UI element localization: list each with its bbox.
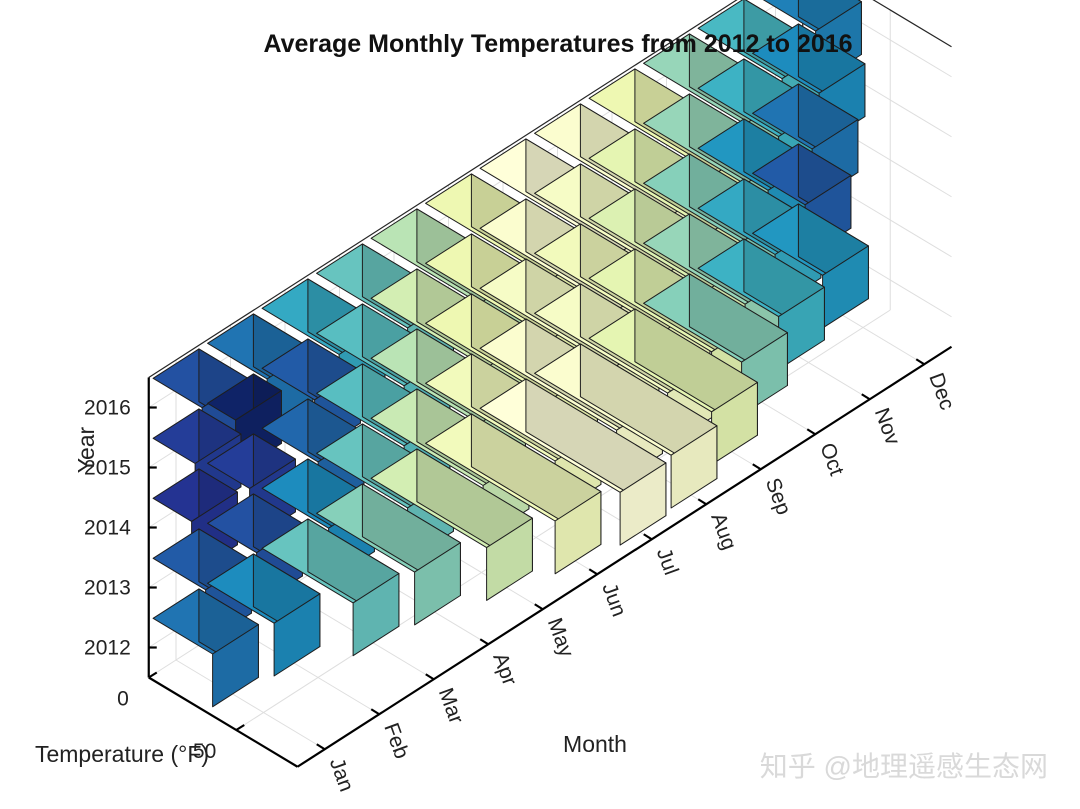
month-tick <box>370 708 380 716</box>
temperature-tick-label: 50 <box>193 740 216 763</box>
bar-front-face <box>619 462 667 546</box>
month-tick-label: Jul <box>652 545 683 578</box>
month-tick-label: Mar <box>434 685 468 727</box>
z-axis-label: Temperature (°F) <box>35 741 209 767</box>
bar-2012-Dec <box>752 203 869 329</box>
month-axis-line <box>296 345 953 768</box>
bar-2012-May <box>370 448 533 601</box>
year-tick-label: 2014 <box>84 517 131 540</box>
month-tick <box>643 533 653 541</box>
chart-title: Average Monthly Temperatures from 2012 t… <box>263 30 852 58</box>
bar-2012-Jan <box>152 588 259 708</box>
year-tick-label: 2012 <box>84 637 131 660</box>
month-tick-label: Jan <box>325 755 358 795</box>
bar-2012-Feb <box>207 553 321 677</box>
y-axis-label: Year <box>73 426 99 473</box>
temperature-tick-label: 0 <box>117 688 129 711</box>
month-tick <box>915 358 925 366</box>
month-tick <box>861 393 871 401</box>
temperature-tick <box>235 724 245 731</box>
watermark-text: 知乎 @地理遥感生态网 <box>760 751 1048 782</box>
bar-2012-Jul <box>479 378 667 546</box>
month-tick <box>752 463 762 471</box>
month-tick <box>697 498 707 506</box>
bar-group <box>152 0 869 708</box>
bar-2012-Nov <box>697 238 825 370</box>
month-tick-label: Jun <box>597 580 630 620</box>
month-tick-label: Nov <box>870 405 905 448</box>
frame-edge <box>148 0 738 379</box>
month-tick-label: Apr <box>488 650 521 689</box>
month-tick-label: Sep <box>761 475 795 518</box>
temperature-axis-line <box>148 676 299 768</box>
bar-front-face <box>212 624 259 708</box>
frame-edge <box>872 0 952 48</box>
bar-2012-Aug <box>534 343 718 509</box>
x-axis-label: Month <box>563 731 627 757</box>
month-tick <box>588 568 598 576</box>
bar-front-face <box>414 542 461 626</box>
month-tick <box>806 428 816 436</box>
month-tick-label: May <box>543 615 578 661</box>
month-tick-label: Oct <box>815 440 848 479</box>
month-tick <box>534 603 544 611</box>
bar-front-face <box>486 517 533 601</box>
year-tick-label: 2013 <box>84 577 131 600</box>
bar-2012-Mar <box>261 518 400 657</box>
bar-front-face <box>554 491 602 575</box>
bar-front-face <box>352 573 400 657</box>
year-tick-label: 2015 <box>84 457 131 480</box>
month-tick-label: Aug <box>706 510 740 553</box>
bar-front-face <box>273 593 321 677</box>
month-tick <box>425 673 435 681</box>
floor-gridline <box>175 659 326 750</box>
year-tick-label: 2016 <box>84 397 131 420</box>
temperature-tick <box>148 671 158 679</box>
bar-front-face <box>670 425 718 509</box>
bar-2012-Sep <box>588 308 758 466</box>
month-tick <box>316 743 326 751</box>
month-tick-label: Feb <box>379 720 413 762</box>
bar-2012-Apr <box>316 483 461 626</box>
month-tick-label: Dec <box>924 370 958 413</box>
month-tick <box>479 638 489 646</box>
bar-2012-Jun <box>425 413 602 575</box>
